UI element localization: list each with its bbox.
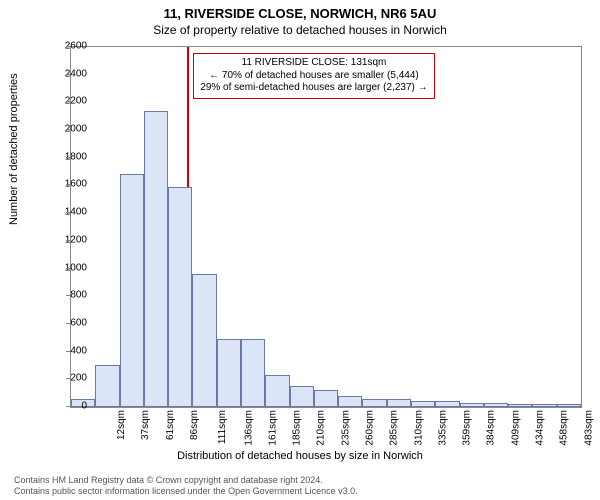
footer-line-2: Contains public sector information licen… — [14, 486, 358, 496]
y-tick-mark — [66, 295, 70, 296]
y-tick-label: 800 — [70, 290, 87, 301]
x-tick-label: 458sqm — [559, 410, 570, 446]
histogram-bar — [387, 399, 411, 407]
x-tick-label: 409sqm — [510, 410, 521, 446]
y-tick-mark — [66, 240, 70, 241]
x-tick-label: 384sqm — [486, 410, 497, 446]
x-axis-label: Distribution of detached houses by size … — [0, 450, 600, 462]
y-tick-mark — [66, 129, 70, 130]
y-tick-mark — [66, 378, 70, 379]
x-tick-label: 210sqm — [316, 410, 327, 446]
y-tick-mark — [66, 406, 70, 407]
y-tick-mark — [66, 351, 70, 352]
histogram-bar — [168, 187, 192, 407]
histogram-bar — [217, 339, 241, 407]
y-tick-mark — [66, 268, 70, 269]
x-tick-label: 12sqm — [116, 410, 127, 440]
histogram-bar — [435, 401, 459, 407]
chart-title-address: 11, RIVERSIDE CLOSE, NORWICH, NR6 5AU — [0, 0, 600, 21]
histogram-bar — [192, 274, 216, 407]
annotation-line-2: ← 70% of detached houses are smaller (5,… — [200, 70, 427, 83]
x-tick-label: 86sqm — [189, 410, 200, 440]
x-tick-label: 483sqm — [583, 410, 594, 446]
annotation-line-3: 29% of semi-detached houses are larger (… — [200, 82, 427, 95]
plot-area: 11 RIVERSIDE CLOSE: 131sqm ← 70% of deta… — [70, 46, 582, 408]
histogram-bar — [362, 399, 386, 407]
histogram-bar — [532, 404, 556, 407]
chart-subtitle: Size of property relative to detached ho… — [0, 21, 600, 37]
annotation-box: 11 RIVERSIDE CLOSE: 131sqm ← 70% of deta… — [193, 53, 434, 99]
footer-attribution: Contains HM Land Registry data © Crown c… — [14, 475, 358, 496]
x-tick-label: 235sqm — [340, 410, 351, 446]
x-tick-label: 161sqm — [267, 410, 278, 446]
y-tick-mark — [66, 212, 70, 213]
x-tick-label: 136sqm — [243, 410, 254, 446]
footer-line-1: Contains HM Land Registry data © Crown c… — [14, 475, 358, 485]
x-tick-label: 434sqm — [535, 410, 546, 446]
x-tick-label: 285sqm — [389, 410, 400, 446]
histogram-bar — [144, 111, 168, 407]
y-tick-mark — [66, 323, 70, 324]
histogram-bar — [314, 390, 338, 407]
y-axis-label: Number of detached properties — [8, 73, 20, 225]
histogram-bar — [460, 403, 484, 407]
y-tick-mark — [66, 101, 70, 102]
x-tick-label: 335sqm — [437, 410, 448, 446]
y-tick-label: 200 — [70, 373, 87, 384]
histogram-bar — [95, 365, 119, 407]
histogram-bar — [120, 174, 144, 407]
x-tick-label: 260sqm — [365, 410, 376, 446]
y-tick-label: 600 — [70, 317, 87, 328]
histogram-bar — [557, 404, 581, 407]
y-tick-mark — [66, 46, 70, 47]
chart-container: 11, RIVERSIDE CLOSE, NORWICH, NR6 5AU Si… — [0, 0, 600, 500]
y-tick-label: 400 — [70, 345, 87, 356]
x-tick-label: 61sqm — [165, 410, 176, 440]
y-tick-mark — [66, 184, 70, 185]
x-tick-label: 185sqm — [292, 410, 303, 446]
histogram-bar — [241, 339, 265, 407]
histogram-bar — [411, 401, 435, 407]
x-tick-label: 310sqm — [413, 410, 424, 446]
histogram-bar — [265, 375, 289, 407]
x-tick-label: 359sqm — [462, 410, 473, 446]
y-tick-label: 0 — [81, 401, 87, 412]
x-tick-label: 111sqm — [217, 410, 228, 444]
y-tick-mark — [66, 157, 70, 158]
x-tick-label: 37sqm — [140, 410, 151, 440]
histogram-bar — [484, 403, 508, 407]
histogram-bar — [290, 386, 314, 407]
annotation-line-1: 11 RIVERSIDE CLOSE: 131sqm — [200, 57, 427, 70]
histogram-bar — [338, 396, 362, 407]
histogram-bar — [508, 404, 532, 407]
y-tick-mark — [66, 74, 70, 75]
